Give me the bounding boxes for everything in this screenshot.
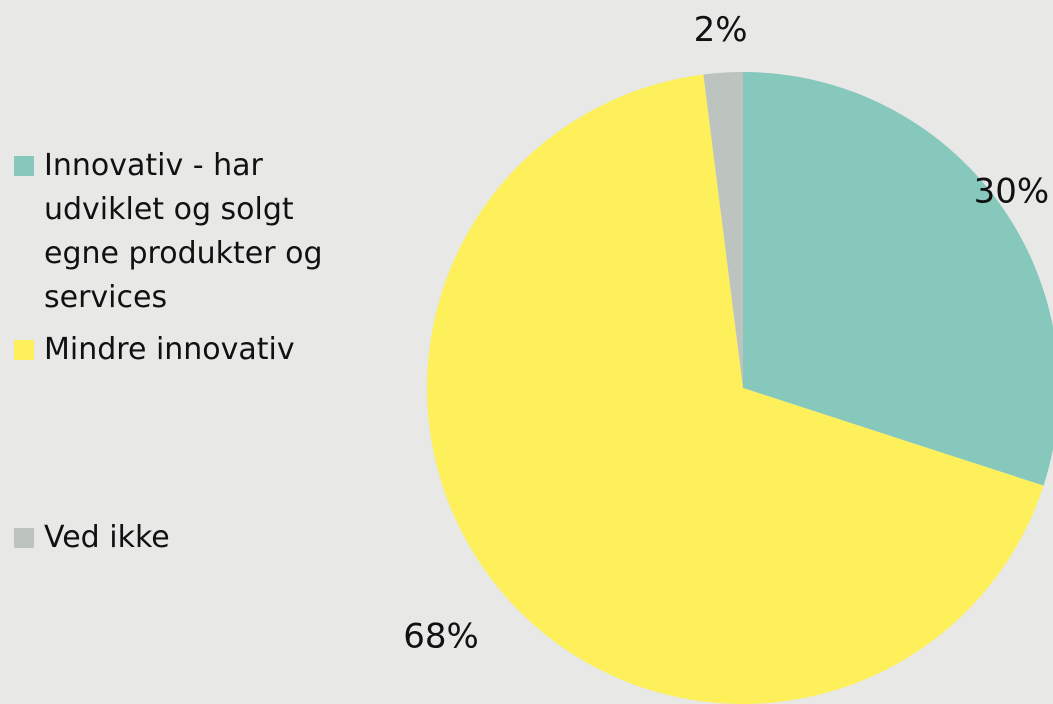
legend-swatch	[14, 156, 34, 176]
legend-item: Innovativ - har udviklet og solgt egne p…	[14, 144, 364, 320]
legend-label: Innovativ - har udviklet og solgt egne p…	[44, 148, 323, 315]
legend-swatch	[14, 340, 34, 360]
legend-label: Ved ikke	[44, 520, 170, 555]
legend-item: Mindre innovativ	[14, 328, 364, 372]
legend-item: Ved ikke	[14, 516, 364, 560]
legend-label: Mindre innovativ	[44, 332, 295, 367]
legend-swatch	[14, 528, 34, 548]
data-label: 68%	[403, 616, 479, 656]
pie-slice	[743, 72, 1053, 486]
data-label: 2%	[694, 10, 748, 50]
data-label: 30%	[974, 171, 1050, 211]
pie-slice	[427, 74, 1044, 704]
pie-slice	[703, 72, 743, 388]
